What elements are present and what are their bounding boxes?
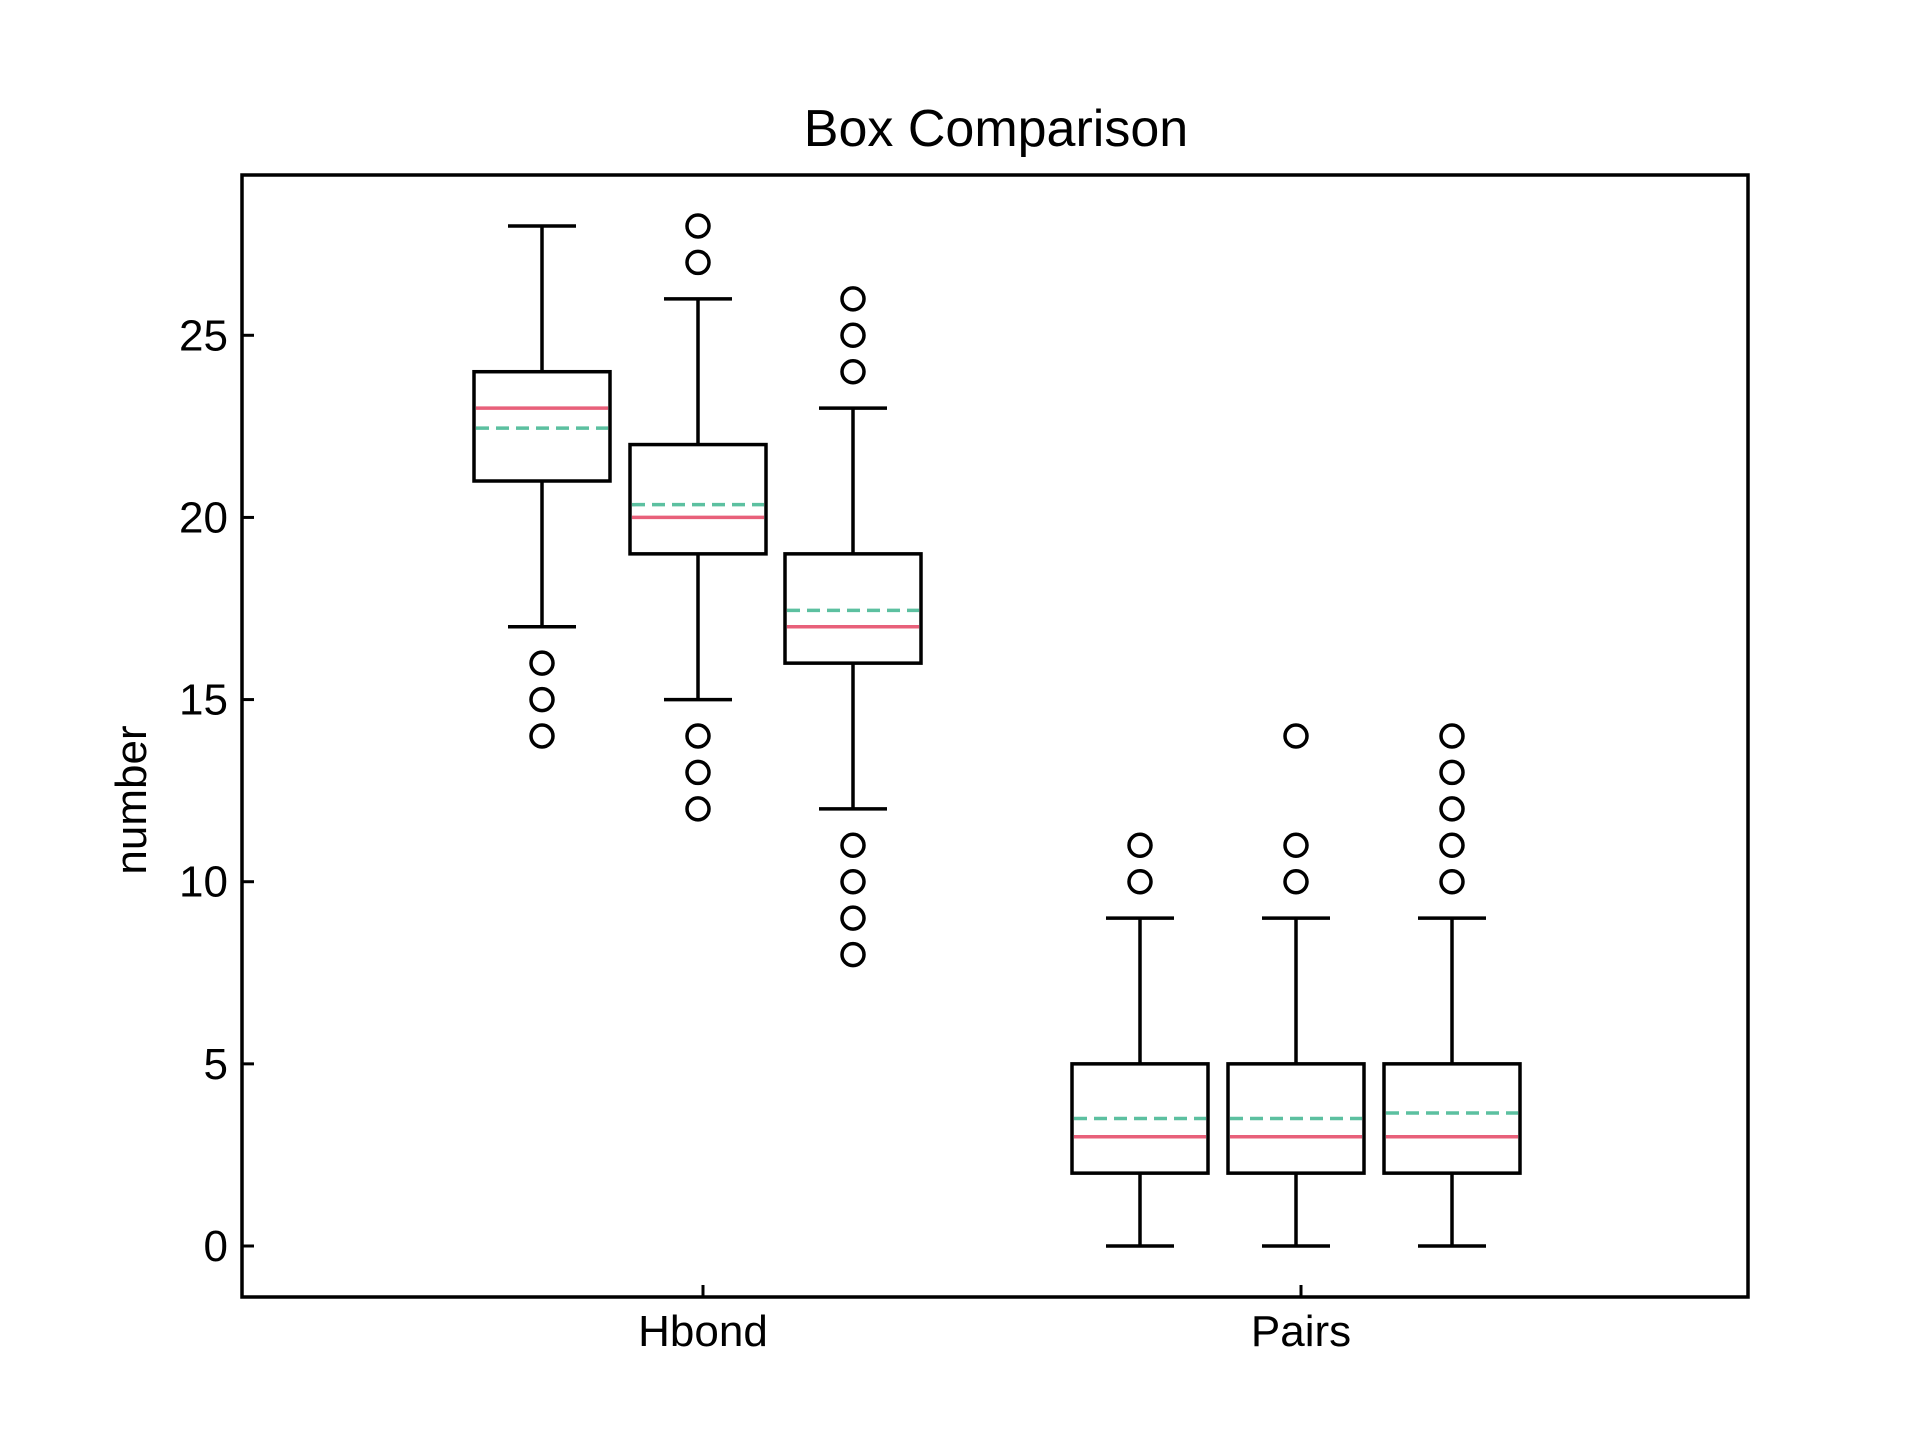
outlier-point [1439, 796, 1465, 822]
outlier-point [1439, 723, 1465, 749]
y-tick-label: 10 [179, 858, 228, 907]
outlier-point [840, 868, 866, 895]
y-tick-label: 5 [204, 1040, 228, 1089]
outlier-point [1127, 868, 1153, 895]
outlier-point [840, 905, 866, 931]
outlier-point [840, 941, 866, 968]
iqr-box [783, 552, 923, 665]
outlier-point [1283, 723, 1309, 749]
y-tick-label: 0 [204, 1222, 228, 1271]
outlier-point [685, 796, 711, 822]
x-tick-label: Hbond [638, 1307, 768, 1356]
x-axis: Hbond Pairs [638, 1285, 1351, 1356]
outlier-point [840, 322, 866, 349]
iqr-box [1226, 1062, 1366, 1175]
y-tick-label: 20 [179, 493, 228, 542]
plot-frame [240, 173, 1750, 1299]
outlier-point [529, 723, 555, 749]
iqr-box [628, 442, 768, 556]
box-plot [1382, 723, 1522, 1248]
y-tick-label: 25 [179, 311, 228, 360]
outlier-point [1127, 832, 1153, 859]
outlier-point [840, 358, 866, 385]
outlier-point [840, 286, 866, 312]
chart-title: Box Comparison [804, 100, 1188, 158]
iqr-box [472, 369, 612, 483]
outlier-point [685, 759, 711, 786]
x-tick-label: Pairs [1251, 1307, 1351, 1356]
outlier-point [685, 249, 711, 276]
box-plot [1070, 832, 1210, 1248]
box-plot [472, 224, 612, 749]
outlier-point [1439, 868, 1465, 895]
outlier-point [685, 213, 711, 239]
outlier-point [1283, 868, 1309, 895]
outlier-point [685, 723, 711, 749]
outlier-point [1283, 832, 1309, 859]
outlier-point [1439, 759, 1465, 786]
outlier-point [529, 686, 555, 713]
outlier-point [529, 650, 555, 676]
outlier-point [1439, 832, 1465, 859]
outlier-point [840, 832, 866, 859]
iqr-box [1070, 1062, 1210, 1175]
box-plot [1226, 723, 1366, 1248]
y-tick-label: 15 [179, 676, 228, 725]
box-plot [628, 213, 768, 822]
y-axis-label: number [107, 725, 156, 874]
box-plots [472, 213, 1522, 1248]
y-axis: 0 5 10 15 20 25 [179, 311, 254, 1271]
iqr-box [1382, 1062, 1522, 1175]
box-plot [783, 286, 923, 968]
